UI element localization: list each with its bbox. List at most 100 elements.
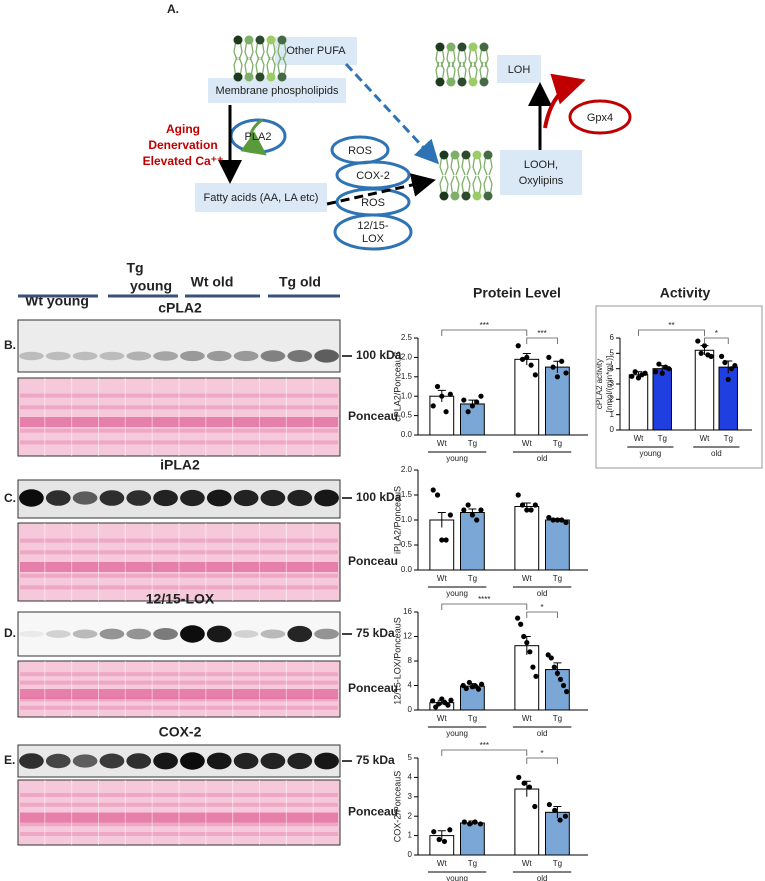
- label: Other PUFA: [286, 45, 346, 57]
- y-tick-label: 5: [408, 753, 413, 762]
- y-tick-label: 5: [610, 348, 615, 357]
- x-tick-label: Tg: [658, 434, 667, 443]
- label: COX-2: [356, 170, 390, 182]
- blot-band: [260, 752, 286, 770]
- blot-band: [233, 630, 259, 638]
- bar: [460, 403, 485, 436]
- lipid-head: [468, 42, 478, 52]
- data-point: [474, 399, 480, 405]
- bar: [514, 358, 540, 436]
- y-tick-label: 8: [408, 656, 413, 665]
- data-point: [430, 403, 436, 409]
- data-point: [465, 502, 471, 508]
- y-tick-label: 0: [610, 425, 615, 434]
- lipid-head: [457, 42, 467, 52]
- blots: [17, 319, 341, 846]
- x-tick-label: Tg: [553, 714, 562, 723]
- label: Ponceau: [348, 554, 398, 568]
- y-tick-label: 1: [408, 831, 413, 840]
- blot-band: [180, 752, 205, 770]
- lipid-tail: [244, 39, 254, 61]
- label: Tg: [126, 260, 143, 276]
- blot-band: [233, 489, 259, 507]
- data-point: [477, 821, 484, 827]
- data-point: [718, 353, 725, 359]
- bar: [694, 349, 715, 431]
- data-point: [518, 621, 524, 627]
- lipid-head: [277, 35, 287, 45]
- data-point: [461, 507, 467, 513]
- lipid-tail: [244, 56, 254, 78]
- data-point: [659, 370, 665, 376]
- blot-band: [99, 628, 125, 640]
- label: LOX: [362, 233, 385, 245]
- data-point: [552, 807, 558, 813]
- lipid-tail: [483, 175, 493, 197]
- label: 100 kDa: [356, 348, 402, 362]
- y-tick-label: 4: [408, 681, 413, 690]
- x-tick-label: Wt: [437, 714, 448, 723]
- data-point: [521, 633, 527, 640]
- lipid-head: [266, 72, 276, 82]
- blot-band: [19, 630, 44, 638]
- group-label: young: [446, 729, 468, 738]
- lipid-head: [266, 35, 276, 45]
- blot-band: [314, 628, 339, 640]
- y-tick-label: 0.5: [401, 411, 413, 420]
- group-label: old: [711, 449, 722, 458]
- label: Ponceau: [348, 681, 398, 695]
- bar: [545, 519, 570, 571]
- data-point: [524, 640, 530, 646]
- y-tick-label: 0.0: [401, 430, 413, 439]
- data-point: [554, 517, 561, 523]
- data-point: [562, 813, 569, 819]
- label: LOH: [508, 64, 531, 76]
- y-axis-label: cPLA2/PonceauS: [392, 351, 402, 422]
- x-tick-label: Tg: [468, 439, 477, 448]
- blot-band: [206, 752, 232, 770]
- x-tick-label: Wt: [522, 714, 533, 723]
- data-point: [546, 354, 552, 360]
- y-tick-label: 0.0: [401, 565, 413, 574]
- blot-strip: [17, 744, 341, 778]
- lipid-tail: [483, 154, 493, 176]
- lipid-head: [461, 150, 471, 160]
- blot-band: [72, 629, 98, 639]
- significance-bracket: [638, 329, 705, 336]
- data-point: [519, 502, 526, 508]
- lipid-head: [446, 77, 456, 87]
- label: ROS: [348, 145, 372, 157]
- x-tick-label: Tg: [468, 714, 477, 723]
- y-tick-label: 2.5: [401, 333, 413, 342]
- data-point: [629, 373, 635, 379]
- significance-bracket: [704, 337, 729, 344]
- y-tick-label: 16: [403, 607, 412, 616]
- label: Membrane phospholipids: [216, 85, 339, 97]
- blot-band: [72, 754, 98, 768]
- data-point: [563, 689, 570, 695]
- blot-band: [126, 753, 152, 769]
- blot-band: [314, 752, 339, 770]
- significance-label: ***: [480, 321, 489, 330]
- data-point: [478, 393, 484, 399]
- significance-label: ****: [478, 595, 490, 604]
- y-tick-label: 4: [408, 773, 413, 782]
- lipid-tail: [266, 56, 276, 78]
- data-point: [530, 664, 536, 670]
- label: Activity: [660, 285, 711, 301]
- data-point: [431, 829, 437, 835]
- x-tick-label: Tg: [553, 859, 562, 868]
- blot-band: [153, 752, 178, 770]
- significance-bracket: [441, 749, 528, 756]
- blot-band: [233, 350, 259, 362]
- data-point: [550, 364, 556, 370]
- y-tick-label: 6: [610, 333, 615, 342]
- data-point: [474, 517, 480, 523]
- data-point: [532, 803, 538, 810]
- lipid-tail: [457, 61, 467, 83]
- x-tick-label: Tg: [553, 574, 562, 583]
- label: C.: [4, 491, 16, 505]
- blot-band: [287, 489, 313, 507]
- data-point: [439, 696, 445, 702]
- x-tick-label: Wt: [522, 574, 533, 583]
